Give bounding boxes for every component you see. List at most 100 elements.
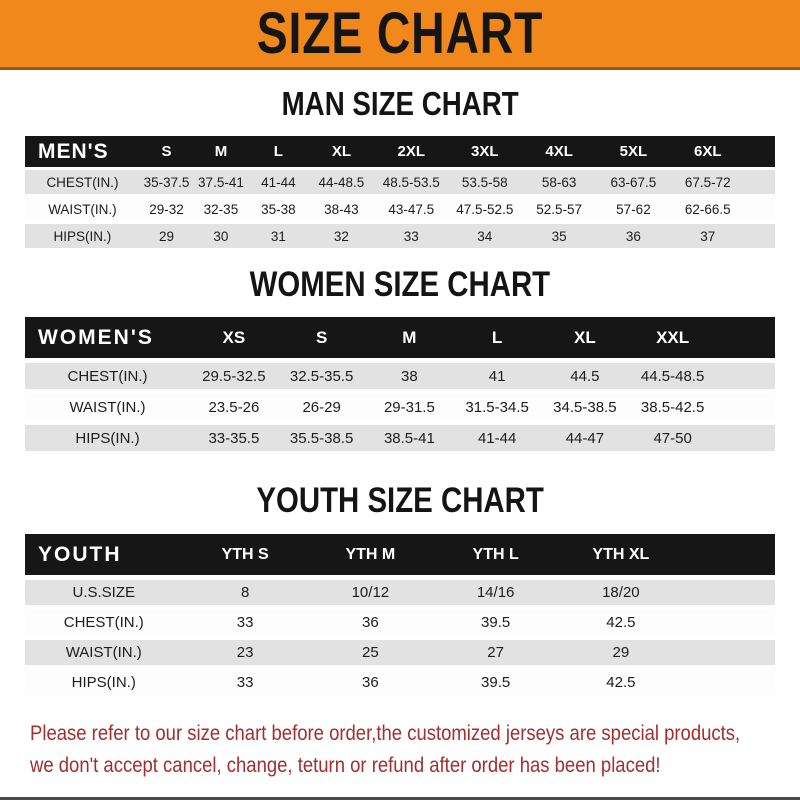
row-label: WAIST(IN.) bbox=[25, 197, 140, 221]
column-header: 5XL bbox=[596, 136, 671, 167]
column-header: S bbox=[277, 317, 366, 358]
column-header: 3XL bbox=[447, 136, 522, 167]
size-value: 29 bbox=[558, 640, 684, 665]
row-label: WAIST(IN.) bbox=[25, 640, 183, 665]
row-label: HIPS(IN.) bbox=[25, 224, 140, 248]
size-value: 38-43 bbox=[308, 197, 375, 221]
row-label: HIPS(IN.) bbox=[25, 425, 190, 451]
size-value: 39.5 bbox=[433, 610, 559, 635]
size-value: 36 bbox=[596, 224, 671, 248]
column-header: YTH S bbox=[182, 534, 308, 575]
column-header: XL bbox=[541, 317, 629, 358]
size-value: 35-38 bbox=[248, 197, 309, 221]
size-value: 14/16 bbox=[433, 580, 559, 605]
size-value: 38.5-42.5 bbox=[628, 394, 717, 420]
size-value: 23.5-26 bbox=[190, 394, 278, 420]
size-value: 44-48.5 bbox=[308, 170, 375, 194]
column-header: YTH M bbox=[307, 534, 433, 575]
table-row: CHEST(IN.) 33 36 39.5 42.5 bbox=[25, 610, 775, 635]
column-header: 6XL bbox=[670, 136, 745, 167]
cell-spacer bbox=[744, 224, 775, 248]
women-header-row: WOMEN'S XS S M L XL XXL bbox=[25, 317, 775, 358]
size-value: 31.5-34.5 bbox=[453, 394, 541, 420]
cell-spacer bbox=[683, 610, 775, 635]
row-label: HIPS(IN.) bbox=[25, 670, 183, 695]
size-value: 35-37.5 bbox=[139, 170, 194, 194]
size-value: 37 bbox=[670, 224, 745, 248]
row-label: CHEST(IN.) bbox=[25, 610, 183, 635]
size-value: 63-67.5 bbox=[596, 170, 671, 194]
disclaimer-line-2: we don't accept cancel, change, teturn o… bbox=[30, 753, 661, 777]
size-value: 41-44 bbox=[453, 425, 541, 451]
men-size-table: MEN'S S M L XL 2XL 3XL 4XL 5XL 6XL CHEST(IN.) 35-37… bbox=[25, 133, 775, 251]
size-value: 36 bbox=[307, 610, 433, 635]
table-row: U.S.SIZE 8 10/12 14/16 18/20 bbox=[25, 580, 775, 605]
cell-spacer bbox=[683, 580, 775, 605]
disclaimer-line-1: Please refer to our size chart before or… bbox=[30, 721, 741, 745]
cell-spacer bbox=[744, 197, 775, 221]
women-size-table: WOMEN'S XS S M L XL XXL CHEST(IN.) 29.5-32.5 32.5… bbox=[25, 312, 775, 456]
youth-table-label: YOUTH bbox=[25, 534, 183, 575]
column-header: M bbox=[365, 317, 454, 358]
size-value: 33 bbox=[374, 224, 448, 248]
table-row: WAIST(IN.) 23.5-26 26-29 29-31.5 31.5-34.5 34… bbox=[25, 394, 775, 420]
youth-table-wrap: YOUTH YTH S YTH M YTH L YTH XL U.S.SIZE 8 10/12… bbox=[0, 529, 800, 700]
column-header: XL bbox=[308, 136, 375, 167]
size-value: 30 bbox=[193, 224, 249, 248]
cell-spacer bbox=[716, 363, 775, 389]
size-value: 10/12 bbox=[307, 580, 433, 605]
row-label: U.S.SIZE bbox=[25, 580, 183, 605]
size-value: 29 bbox=[139, 224, 194, 248]
youth-header-row: YOUTH YTH S YTH M YTH L YTH XL bbox=[25, 534, 775, 575]
youth-size-table: YOUTH YTH S YTH M YTH L YTH XL U.S.SIZE 8 10/12… bbox=[25, 529, 775, 700]
size-value: 34.5-38.5 bbox=[541, 394, 629, 420]
size-value: 37.5-41 bbox=[193, 170, 249, 194]
size-value: 26-29 bbox=[277, 394, 366, 420]
column-header: XS bbox=[190, 317, 278, 358]
table-row: HIPS(IN.) 33-35.5 35.5-38.5 38.5-41 41-44 44-… bbox=[25, 425, 775, 451]
table-row: WAIST(IN.) 23 25 27 29 bbox=[25, 640, 775, 665]
column-header: XXL bbox=[628, 317, 717, 358]
disclaimer: Please refer to our size chart before or… bbox=[0, 717, 800, 781]
size-value: 39.5 bbox=[433, 670, 559, 695]
size-value: 43-47.5 bbox=[374, 197, 448, 221]
size-value: 35 bbox=[521, 224, 597, 248]
men-table-wrap: MEN'S S M L XL 2XL 3XL 4XL 5XL 6XL CHEST(IN.) 35-37… bbox=[0, 133, 800, 251]
size-value: 29.5-32.5 bbox=[190, 363, 278, 389]
size-value: 41-44 bbox=[248, 170, 309, 194]
column-header: 2XL bbox=[374, 136, 448, 167]
table-row: HIPS(IN.) 33 36 39.5 42.5 bbox=[25, 670, 775, 695]
youth-section-title: YOUTH SIZE CHART bbox=[256, 481, 544, 520]
cell-spacer bbox=[683, 670, 775, 695]
size-value: 31 bbox=[248, 224, 309, 248]
size-value: 23 bbox=[182, 640, 308, 665]
women-section-title: WOMEN SIZE CHART bbox=[249, 265, 551, 304]
size-chart-banner: SIZE CHART bbox=[0, 0, 800, 70]
women-table-wrap: WOMEN'S XS S M L XL XXL CHEST(IN.) 29.5-32.5 32.5… bbox=[0, 312, 800, 456]
size-value: 25 bbox=[307, 640, 433, 665]
cell-spacer bbox=[716, 394, 775, 420]
size-value: 47-50 bbox=[628, 425, 717, 451]
header-spacer bbox=[716, 317, 775, 358]
size-value: 35.5-38.5 bbox=[277, 425, 366, 451]
size-value: 33 bbox=[182, 610, 308, 635]
size-value: 38.5-41 bbox=[365, 425, 454, 451]
column-header: L bbox=[453, 317, 541, 358]
size-value: 36 bbox=[307, 670, 433, 695]
size-value: 32.5-35.5 bbox=[277, 363, 366, 389]
size-value: 27 bbox=[433, 640, 559, 665]
men-section-title: MAN SIZE CHART bbox=[281, 85, 519, 122]
size-value: 44-47 bbox=[541, 425, 629, 451]
size-value: 52.5-57 bbox=[521, 197, 597, 221]
size-value: 48.5-53.5 bbox=[374, 170, 448, 194]
size-value: 44.5-48.5 bbox=[628, 363, 717, 389]
size-value: 42.5 bbox=[558, 670, 684, 695]
row-label: CHEST(IN.) bbox=[25, 170, 140, 194]
header-spacer bbox=[744, 136, 775, 167]
size-value: 57-62 bbox=[596, 197, 671, 221]
row-label: CHEST(IN.) bbox=[25, 363, 190, 389]
row-label: WAIST(IN.) bbox=[25, 394, 190, 420]
size-value: 33 bbox=[182, 670, 308, 695]
table-row: HIPS(IN.) 29 30 31 32 33 34 35 36 37 bbox=[25, 224, 775, 248]
table-row: CHEST(IN.) 35-37.5 37.5-41 41-44 44-48.5 48.5… bbox=[25, 170, 775, 194]
